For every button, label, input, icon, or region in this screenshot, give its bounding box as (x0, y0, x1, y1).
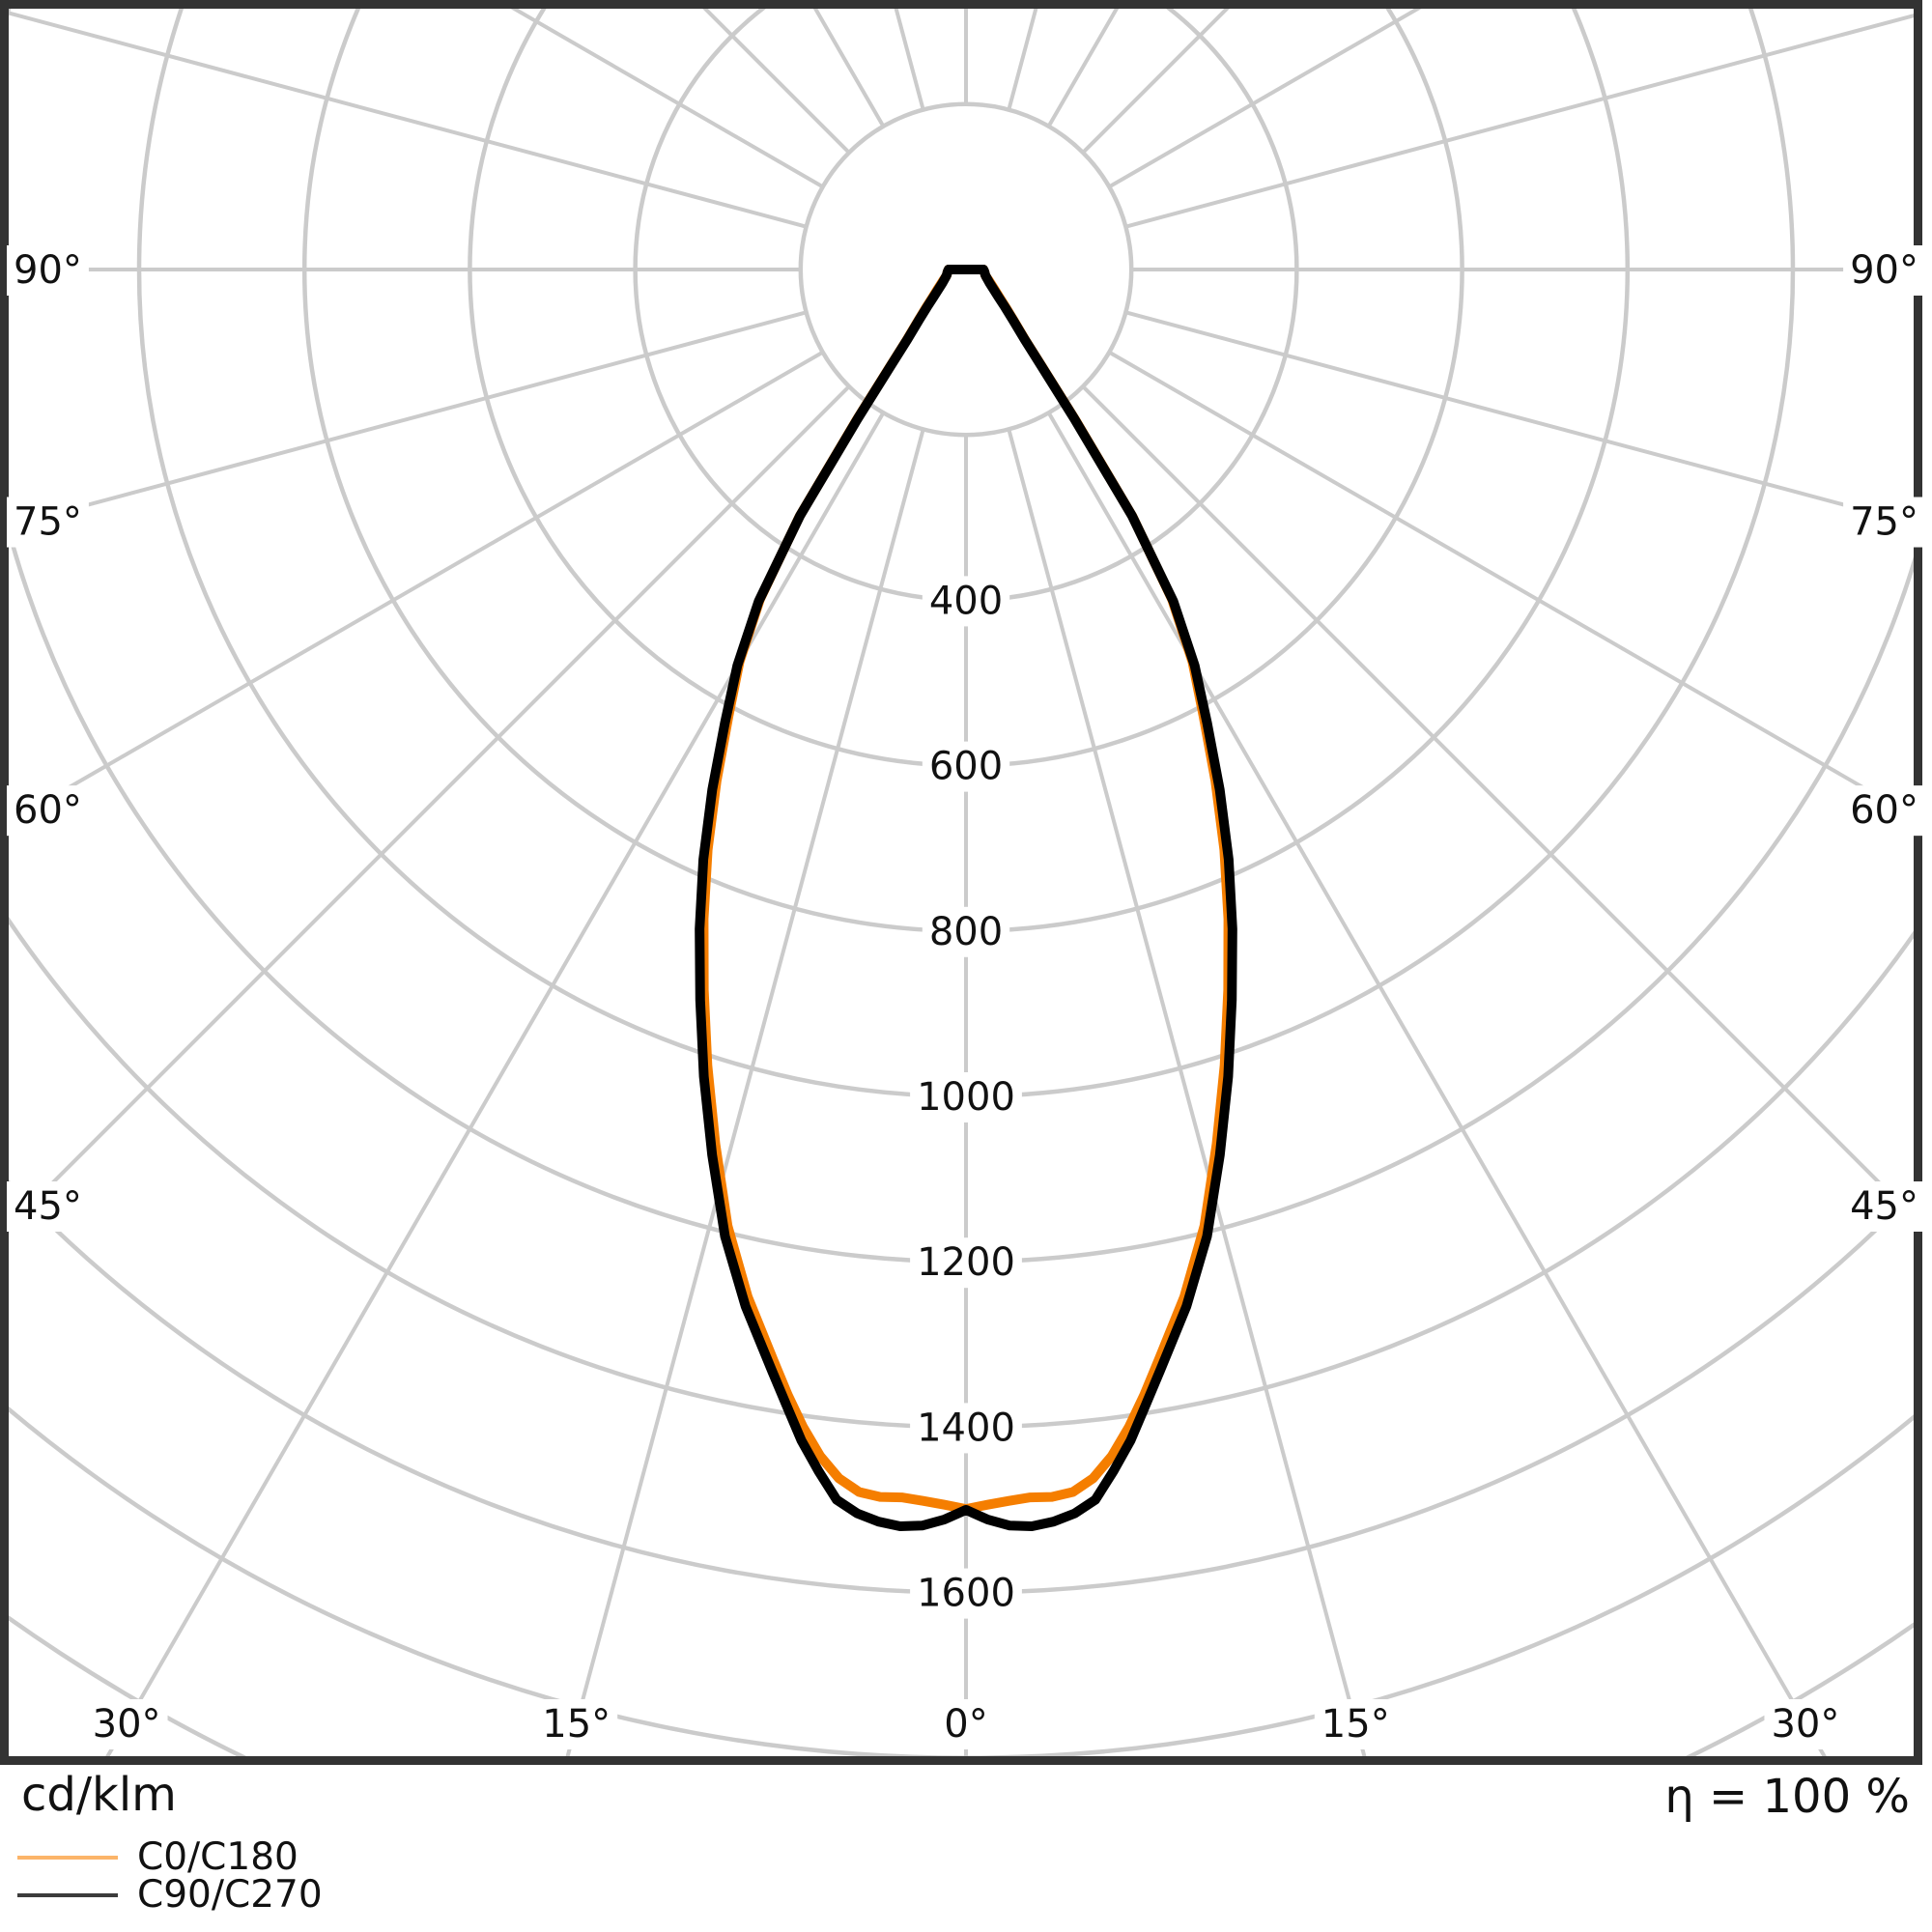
radial-tick-label: 600 (929, 745, 1003, 789)
radial-tick-label: 1200 (917, 1240, 1015, 1285)
angle-label-bottom-bg (937, 1699, 995, 1749)
grid-ray (9, 310, 808, 528)
grid-ray (1108, 350, 1914, 819)
radial-tick-label: 1400 (917, 1406, 1015, 1450)
legend-item-c0-c180: C0/C180 (17, 1838, 323, 1876)
grid-ray (1108, 9, 1422, 189)
radial-tick-label-bg (922, 906, 1010, 957)
angle-label-right-bg (1843, 1181, 1925, 1232)
angle-label-left: 45° (14, 1184, 82, 1229)
angle-label-bottom-bg (535, 1699, 618, 1749)
angle-label-right: 90° (1850, 248, 1918, 293)
grid-labels: 400 600 800 1000 1200 1400 1600 90° 90° 75° 75° 60°… (7, 245, 1925, 1749)
radial-tick-label: 1000 (917, 1075, 1015, 1120)
grid-ray (105, 412, 886, 1756)
angle-label-bottom-bg (1764, 1699, 1847, 1749)
angle-label-left-bg (7, 245, 89, 296)
angle-label-bottom: 30° (93, 1702, 161, 1747)
legend-label-c0: C0/C180 (137, 1835, 298, 1879)
radial-tick-label-bg (922, 741, 1010, 792)
curve-c90-c270 (695, 265, 1237, 1531)
angle-label-left: 75° (14, 500, 82, 545)
angle-label-right-bg (1843, 497, 1925, 548)
grid-ray (1081, 384, 1914, 1220)
grid-ray (9, 350, 824, 825)
radial-tick-label: 800 (929, 910, 1003, 954)
angle-label-bottom: 15° (542, 1702, 611, 1747)
angle-label-right: 45° (1850, 1184, 1918, 1229)
legend: C0/C180 C90/C270 (17, 1838, 323, 1914)
angle-label-left: 90° (14, 248, 82, 293)
angle-label-bottom: 0° (944, 1702, 987, 1747)
angle-label-right: 60° (1850, 788, 1918, 833)
grid-ray (510, 9, 824, 189)
angle-label-bottom-bg (1314, 1699, 1397, 1749)
grid-ray (894, 9, 925, 111)
grid-ray (9, 384, 851, 1230)
legend-line-c0-icon (17, 1855, 118, 1860)
radial-tick-label-bg (922, 576, 1010, 627)
angle-label-left: 60° (14, 788, 82, 833)
grid-ray (1124, 310, 1914, 526)
angle-label-right-bg (1843, 785, 1925, 837)
angle-label-left-bg (7, 497, 89, 548)
legend-item-c90-c270: C90/C270 (17, 1876, 323, 1914)
radial-tick-label: 1600 (917, 1572, 1015, 1616)
grid-ray (1007, 9, 1038, 111)
grid-ray (9, 11, 808, 229)
radial-tick-label: 400 (929, 579, 1003, 623)
angle-label-left-bg (7, 785, 89, 837)
radial-tick-label-bg (910, 1237, 1022, 1289)
radial-tick-label-bg (910, 1403, 1022, 1454)
radial-tick-label-bg (910, 1072, 1022, 1122)
angle-label-bottom: 15° (1321, 1702, 1390, 1747)
angle-label-right: 75° (1850, 500, 1918, 545)
efficiency-label: η = 100 % (1664, 1770, 1910, 1824)
plot-frame (0, 0, 1922, 1765)
angle-label-left-bg (7, 1181, 89, 1232)
legend-label-c90: C90/C270 (137, 1873, 323, 1917)
grid-ray (1007, 428, 1367, 1756)
grid-ray (1046, 412, 1827, 1756)
grid-ray (565, 428, 925, 1756)
radial-tick-label-bg (910, 1568, 1022, 1619)
legend-line-c90-icon (17, 1892, 118, 1897)
angle-label-bottom: 30° (1771, 1702, 1839, 1747)
angle-label-bottom-bg (85, 1699, 168, 1749)
angle-label-right-bg (1843, 245, 1925, 296)
units-label: cd/klm (21, 1768, 177, 1822)
grid-ray (1124, 14, 1914, 229)
